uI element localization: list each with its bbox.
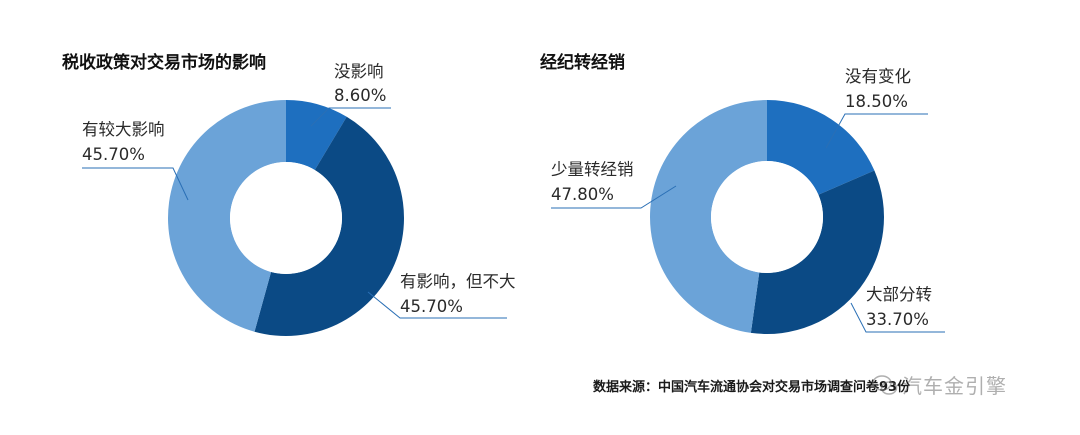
donut-slice-1 [286, 100, 347, 170]
leader-line [82, 167, 189, 201]
data-source-note: 数据来源：中国汽车流通协会对交易市场调查问卷93份 [593, 380, 911, 395]
slice-name-label: 没影响 [334, 62, 384, 81]
leader-line [825, 113, 928, 149]
leader-line [850, 302, 945, 333]
donut-slice-3 [650, 100, 767, 333]
slice-value-label: 47.80% [551, 185, 614, 204]
donut-slice-2 [254, 116, 405, 336]
slice-value-label: 8.60% [334, 86, 386, 105]
leader-line [367, 291, 507, 319]
slice-name-label: 少量转经销 [551, 160, 634, 179]
slice-value-label: 45.70% [400, 297, 463, 316]
slice-name-label: 没有变化 [845, 67, 911, 86]
donut-slice-1 [767, 100, 875, 195]
slice-value-label: 18.50% [845, 92, 908, 111]
slice-value-label: 33.70% [866, 310, 929, 329]
watermark-text: 汽车金引擎 [902, 374, 1007, 398]
donut-hole [230, 162, 342, 274]
wechat-icon [872, 375, 898, 395]
slice-name-label: 大部分转 [866, 285, 932, 304]
slice-name-label: 有较大影响 [82, 120, 165, 139]
chart-title-tax-policy: 税收政策对交易市场的影响 [62, 53, 266, 73]
leader-line [310, 107, 391, 127]
slice-value-label: 45.70% [82, 145, 145, 164]
chart-title-brokerage: 经纪转经销 [540, 53, 625, 73]
donut-slice-3 [168, 100, 286, 332]
donut-slice-2 [750, 170, 885, 334]
slice-name-label: 有影响，但不大 [400, 272, 516, 291]
leader-line [551, 185, 677, 209]
donut-hole [711, 161, 823, 273]
